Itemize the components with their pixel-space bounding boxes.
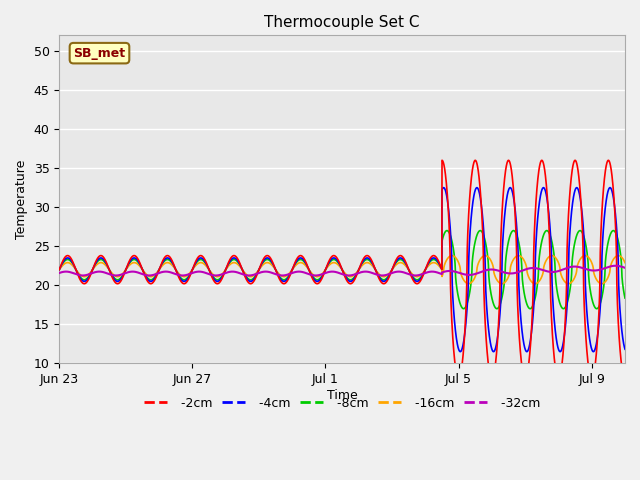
X-axis label: Time: Time	[327, 389, 358, 402]
Text: SB_met: SB_met	[74, 47, 125, 60]
Y-axis label: Temperature: Temperature	[15, 160, 28, 239]
Legend:  -2cm,  -4cm,  -8cm,  -16cm,  -32cm: -2cm, -4cm, -8cm, -16cm, -32cm	[140, 392, 545, 415]
Title: Thermocouple Set C: Thermocouple Set C	[264, 15, 420, 30]
